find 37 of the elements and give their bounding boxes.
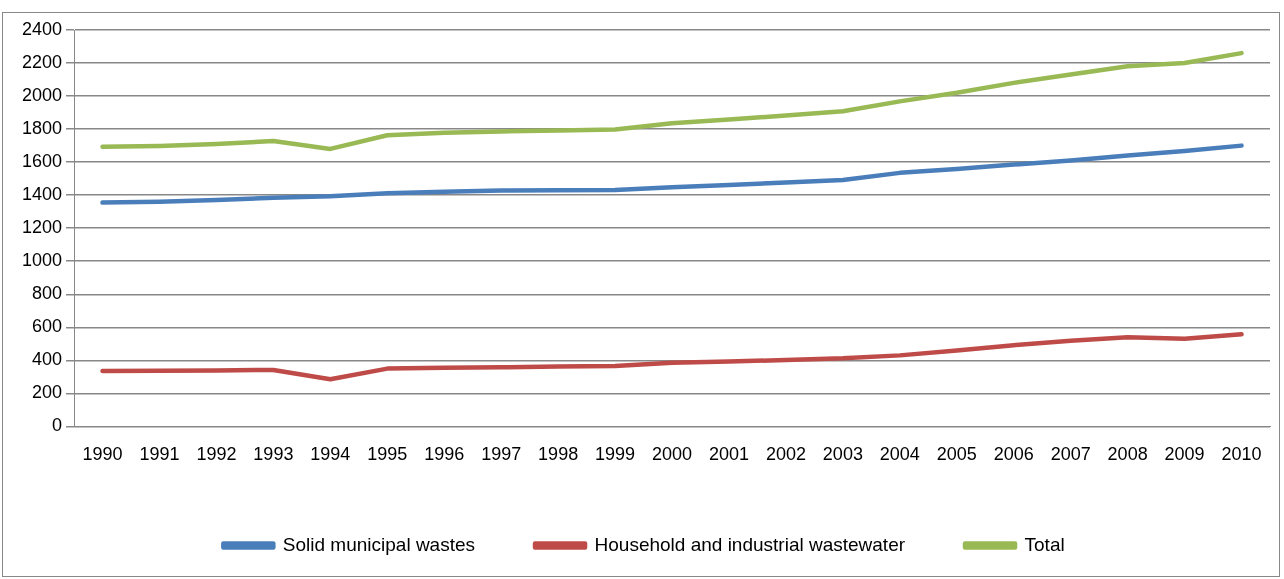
x-tick-label: 1993 xyxy=(253,444,294,465)
y-tick-label: 1200 xyxy=(22,217,63,238)
x-tick-label: 2001 xyxy=(708,444,749,465)
y-tick-label: 1400 xyxy=(22,184,63,205)
y-tick-label: 200 xyxy=(32,382,63,403)
x-tick-label: 2005 xyxy=(936,444,977,465)
legend-label: Solid municipal wastes xyxy=(282,533,476,555)
x-tick-label: 2003 xyxy=(822,444,863,465)
y-tick-label: 2000 xyxy=(22,85,63,106)
x-tick-label: 1995 xyxy=(367,444,408,465)
x-tick-label: 1996 xyxy=(424,444,465,465)
x-tick-label: 1999 xyxy=(595,444,636,465)
x-tick-label: 1991 xyxy=(139,444,180,465)
y-tick-label: 1000 xyxy=(22,250,63,271)
x-tick-label: 1994 xyxy=(310,444,351,465)
y-tick-label: 2200 xyxy=(22,52,63,72)
y-tick-label: 800 xyxy=(32,283,63,304)
x-tick-label: 1997 xyxy=(481,444,522,465)
x-tick-label: 1990 xyxy=(82,444,123,465)
x-tick-label: 2006 xyxy=(993,444,1034,465)
y-tick-label: 1800 xyxy=(22,118,63,139)
x-tick-label: 2010 xyxy=(1221,444,1262,465)
y-tick-label: 1600 xyxy=(22,151,63,172)
y-tick-label: 0 xyxy=(52,415,63,436)
y-tick-label: 2400 xyxy=(22,18,63,39)
x-tick-label: 2002 xyxy=(765,444,806,465)
x-tick-label: 2004 xyxy=(879,444,920,465)
y-tick-label: 600 xyxy=(32,316,63,337)
legend-label: Total xyxy=(1024,533,1065,555)
x-tick-label: 1998 xyxy=(538,444,579,465)
x-tick-label: 2000 xyxy=(652,444,693,465)
x-tick-label: 2009 xyxy=(1164,444,1205,465)
x-tick-label: 2008 xyxy=(1107,444,1148,465)
x-tick-label: 1992 xyxy=(196,444,237,465)
legend-label: Household and industrial wastewater xyxy=(594,533,906,555)
x-tick-label: 2007 xyxy=(1050,444,1091,465)
y-tick-label: 400 xyxy=(32,349,63,370)
